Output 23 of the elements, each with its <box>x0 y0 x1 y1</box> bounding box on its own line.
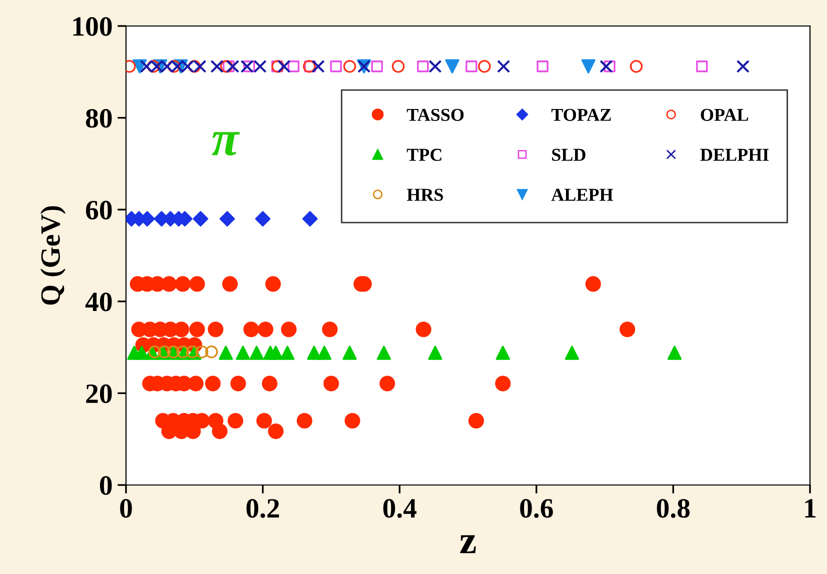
legend-label: HRS <box>406 188 443 201</box>
x-tick-label: 0.4 <box>383 498 416 518</box>
legend-label: ALEPH <box>551 188 614 201</box>
x-tick-label: 0.6 <box>520 498 553 518</box>
y-axis-title: Q (GeV) <box>40 206 66 305</box>
legend-label: TASSO <box>406 108 464 121</box>
y-tick-label: 80 <box>86 108 112 128</box>
y-tick-label: 0 <box>100 476 112 495</box>
y-tick-label: 100 <box>73 17 112 36</box>
legend-label: TPC <box>406 148 442 161</box>
x-tick-label: 0.2 <box>246 498 279 518</box>
legend-label: OPAL <box>700 108 748 121</box>
y-tick-label: 60 <box>86 200 112 220</box>
x-tick-label: 0.8 <box>656 498 690 518</box>
x-tick-label: 1 <box>805 499 816 518</box>
legend-label: SLD <box>552 148 586 161</box>
x-tick-label: 0 <box>120 498 132 518</box>
x-axis-title: z <box>460 535 476 554</box>
legend-label: TOPAZ <box>551 108 611 121</box>
legend-label: DELPHI <box>700 148 769 161</box>
y-tick-label: 40 <box>85 292 112 312</box>
annotation: π <box>212 132 240 156</box>
y-tick-label: 20 <box>86 384 112 404</box>
